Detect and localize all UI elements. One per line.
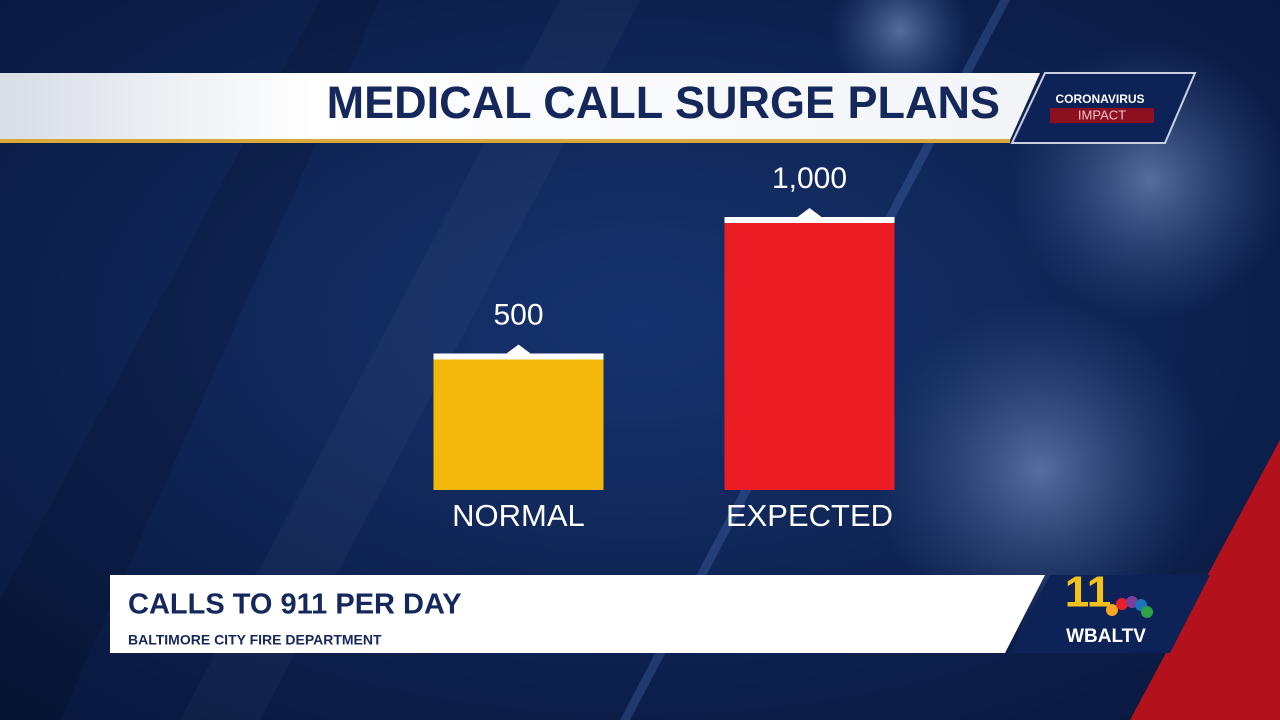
badge-line1: CORONAVIRUS — [1055, 92, 1144, 106]
category-label: EXPECTED — [726, 498, 893, 533]
peacock — [1106, 596, 1153, 618]
bar — [724, 217, 895, 490]
bar — [433, 353, 604, 490]
gold-rule — [0, 139, 1010, 143]
peacock-feather — [1116, 598, 1128, 610]
logo-number: 11 — [1065, 568, 1112, 617]
bar-cap — [724, 208, 895, 223]
bar-cap — [433, 344, 604, 360]
subtitle: CALLS TO 911 PER DAY — [128, 589, 462, 621]
stripe — [0, 0, 380, 720]
category-label: NORMAL — [452, 498, 585, 533]
logo-station: WBALTV — [1066, 626, 1146, 647]
badge-line2: IMPACT — [1078, 107, 1126, 122]
chart-title: MEDICAL CALL SURGE PLANS — [327, 77, 1000, 128]
value-label: 1,000 — [772, 162, 847, 195]
badge-band — [1050, 108, 1154, 123]
peacock-feather — [1141, 606, 1153, 618]
lower-third — [110, 575, 1045, 653]
source: BALTIMORE CITY FIRE DEPARTMENT — [128, 632, 382, 648]
value-label: 500 — [493, 298, 543, 331]
title-banner — [0, 73, 1040, 140]
peacock-feather — [1106, 604, 1118, 616]
virus-image — [870, 300, 1210, 640]
